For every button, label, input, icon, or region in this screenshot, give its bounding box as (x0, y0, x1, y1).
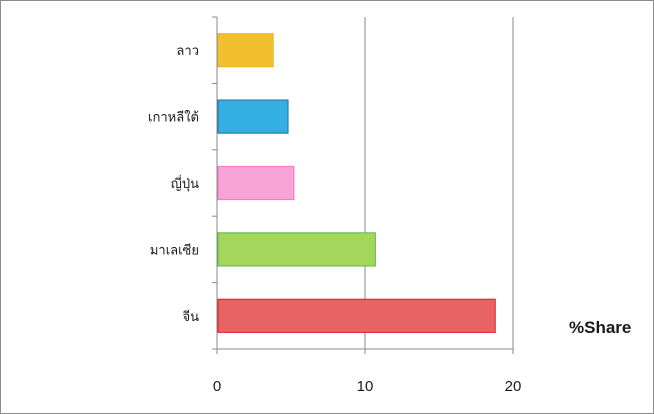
bar-0 (217, 33, 274, 68)
x-tick-label-1: 10 (357, 378, 374, 395)
unit-label: %Share (569, 318, 631, 337)
bar-3 (217, 232, 376, 267)
category-label-1: เกาหลีใต้ (148, 110, 199, 126)
category-label-2: ญี่ปุ่น (171, 175, 199, 192)
bar-4 (217, 298, 496, 333)
category-label-4: จีน (182, 309, 199, 325)
x-tick-label-2: 20 (505, 378, 522, 395)
axes (212, 16, 514, 354)
category-label-0: ลาว (176, 44, 199, 59)
category-label-3: มาเลเซีย (150, 242, 199, 258)
bar-1 (217, 99, 289, 134)
gridlines (364, 17, 514, 349)
bars (217, 33, 496, 333)
x-tick-label-0: 0 (213, 378, 221, 395)
bar-2 (217, 165, 295, 201)
